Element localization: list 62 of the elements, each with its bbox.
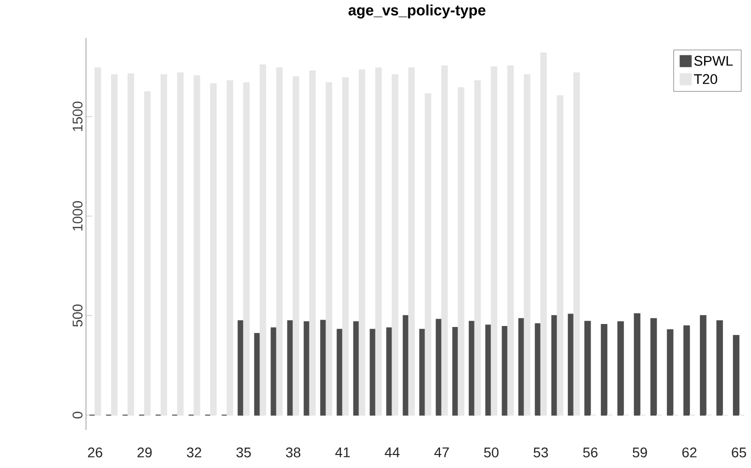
- bar: [94, 67, 102, 416]
- chart-title: age_vs_policy-type: [348, 4, 486, 19]
- bar: [392, 74, 398, 416]
- bar: [309, 70, 316, 416]
- bar: [458, 87, 464, 416]
- x-tick-label: 26: [88, 448, 102, 458]
- x-tick-label: 50: [484, 448, 499, 458]
- bar: [524, 74, 530, 416]
- legend-label: T20: [694, 74, 718, 84]
- bar: [441, 65, 448, 416]
- y-tick-label: 1500: [72, 102, 82, 132]
- y-tick-label: 0: [72, 412, 82, 418]
- bar: [490, 66, 498, 416]
- x-tick-label: 41: [335, 448, 350, 458]
- bar: [556, 95, 564, 416]
- bar: [128, 73, 134, 416]
- bar: [666, 329, 674, 416]
- bar: [474, 80, 481, 416]
- x-tick-label: 29: [138, 448, 152, 458]
- bar: [507, 65, 514, 416]
- x-tick-label: 59: [632, 448, 647, 458]
- bar: [650, 318, 657, 416]
- bar: [326, 82, 332, 416]
- x-tick-label: 38: [286, 448, 300, 458]
- x-tick-label: 56: [583, 448, 598, 458]
- legend-label: SPWL: [694, 56, 733, 66]
- bar: [177, 72, 184, 416]
- bar: [111, 74, 118, 416]
- bar: [408, 67, 415, 416]
- x-tick-label: 32: [186, 448, 202, 458]
- bar: [226, 80, 234, 416]
- x-tick-label: 44: [384, 448, 400, 458]
- bar: [584, 320, 591, 416]
- bar: [732, 334, 740, 416]
- y-tick-label: 500: [72, 304, 82, 327]
- bar: [243, 82, 250, 416]
- bar: [260, 64, 266, 416]
- bar: [276, 67, 283, 416]
- bar: [540, 52, 547, 416]
- bar: [617, 321, 624, 416]
- bar: [292, 76, 300, 416]
- bar: [716, 320, 723, 416]
- bar: [573, 72, 580, 416]
- y-tick-label: 1000: [72, 201, 82, 231]
- bar: [700, 315, 706, 416]
- x-tick-label: 47: [434, 448, 449, 458]
- bar: [144, 91, 151, 416]
- bar: [683, 325, 690, 416]
- bar: [600, 324, 608, 416]
- x-tick-label: 65: [732, 448, 746, 458]
- bar: [634, 313, 640, 416]
- bar: [194, 75, 200, 416]
- bar: [160, 74, 168, 416]
- bar: [358, 69, 366, 416]
- bar: [424, 93, 432, 416]
- bar: [375, 67, 382, 416]
- x-tick-label: 53: [534, 448, 548, 458]
- bar: [402, 315, 410, 416]
- bar: [210, 83, 217, 416]
- bar: [342, 77, 349, 416]
- x-tick-label: 62: [682, 448, 696, 458]
- x-tick-label: 35: [236, 448, 251, 458]
